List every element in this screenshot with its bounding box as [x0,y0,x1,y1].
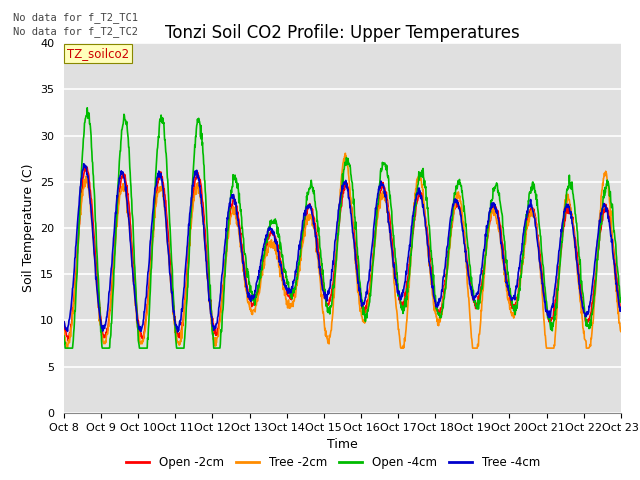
Tree -2cm [429,301,437,307]
Open -4cm [552,312,559,318]
Open -4cm [247,288,255,294]
Tree -4cm [552,281,559,287]
Tree -2cm [552,331,559,336]
Tree -2cm [63,345,71,351]
Open -4cm [61,345,69,351]
Open -2cm [617,306,625,312]
Open -4cm [172,324,179,329]
Text: No data for f_T2_TC2: No data for f_T2_TC2 [13,26,138,37]
Tree -2cm [617,329,625,335]
Tree -2cm [246,305,254,311]
Tree -2cm [184,261,192,267]
Tree -4cm [502,280,510,286]
Open -2cm [65,338,72,344]
Open -2cm [247,297,255,303]
Tree -2cm [60,328,68,334]
Open -2cm [552,297,559,303]
Tree -4cm [80,161,88,167]
Tree -4cm [185,222,193,228]
Tree -2cm [502,282,510,288]
Open -4cm [60,333,68,339]
Open -4cm [185,264,193,269]
Open -4cm [83,105,91,111]
Open -4cm [617,296,625,301]
Tree -4cm [174,329,182,335]
Open -4cm [429,272,437,278]
Tree -4cm [247,299,255,304]
Open -2cm [502,272,510,278]
Line: Tree -2cm: Tree -2cm [64,153,621,348]
Tree -2cm [342,150,349,156]
Legend: Open -2cm, Tree -2cm, Open -4cm, Tree -4cm: Open -2cm, Tree -2cm, Open -4cm, Tree -4… [121,452,545,474]
Tree -4cm [60,319,68,324]
Line: Open -4cm: Open -4cm [64,108,621,348]
Tree -4cm [617,308,625,313]
Title: Tonzi Soil CO2 Profile: Upper Temperatures: Tonzi Soil CO2 Profile: Upper Temperatur… [165,24,520,42]
Open -2cm [60,319,68,325]
Tree -2cm [171,322,179,327]
Tree -4cm [429,292,437,298]
Y-axis label: Soil Temperature (C): Soil Temperature (C) [22,164,35,292]
Open -2cm [83,164,90,169]
Text: No data for f_T2_TC1: No data for f_T2_TC1 [13,12,138,23]
X-axis label: Time: Time [327,438,358,451]
Open -2cm [185,246,193,252]
Open -4cm [502,260,510,266]
Line: Tree -4cm: Tree -4cm [64,164,621,332]
Text: TZ_soilco2: TZ_soilco2 [67,47,129,60]
Open -2cm [172,314,179,320]
Tree -4cm [171,317,179,323]
Open -2cm [429,286,437,292]
Line: Open -2cm: Open -2cm [64,167,621,341]
